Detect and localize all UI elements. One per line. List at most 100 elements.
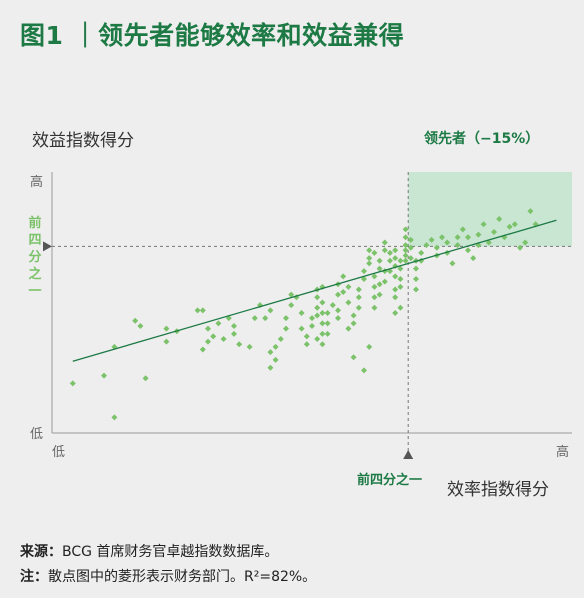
data-point	[392, 294, 399, 301]
data-point	[361, 276, 367, 283]
data-point	[231, 330, 237, 337]
note-label: 注：	[20, 569, 48, 585]
data-point	[433, 244, 440, 251]
data-point	[309, 315, 315, 322]
data-point	[402, 226, 409, 233]
data-point	[506, 223, 513, 230]
trend-line	[72, 219, 557, 362]
data-point	[324, 330, 331, 337]
data-point	[314, 336, 321, 343]
data-point	[314, 304, 321, 311]
data-point	[236, 341, 243, 348]
data-point	[491, 229, 497, 236]
data-point	[220, 336, 227, 343]
data-point	[277, 336, 284, 343]
data-point	[371, 273, 378, 280]
data-point	[272, 356, 279, 363]
data-point	[194, 307, 201, 314]
data-point	[387, 257, 393, 264]
data-point	[101, 372, 107, 379]
data-point	[371, 304, 378, 311]
data-point	[454, 242, 461, 249]
data-point	[423, 242, 430, 249]
data-point	[355, 286, 362, 293]
data-point	[381, 239, 388, 246]
data-point	[340, 273, 347, 280]
data-point	[361, 268, 367, 275]
data-point	[319, 341, 326, 348]
data-point	[111, 414, 118, 421]
data-point	[402, 257, 409, 264]
data-point	[345, 283, 352, 290]
x-tick-high: 高	[556, 445, 570, 460]
data-point	[402, 247, 409, 254]
data-point	[205, 325, 211, 332]
quartile-y-marker	[43, 241, 52, 252]
data-point	[246, 343, 253, 350]
data-point	[199, 307, 206, 314]
data-point	[465, 247, 471, 254]
data-point	[319, 299, 326, 306]
data-point	[371, 283, 378, 290]
data-point	[335, 291, 341, 298]
data-point	[465, 234, 471, 241]
data-point	[392, 309, 399, 316]
data-point	[496, 215, 503, 222]
data-point	[413, 276, 419, 283]
data-point	[303, 333, 310, 340]
data-point	[397, 283, 404, 290]
data-point	[163, 325, 170, 332]
data-point	[517, 244, 523, 251]
x-tick-low: 低	[52, 445, 66, 460]
source-text: BCG 首席财务官卓越指数数据库。	[62, 544, 279, 560]
y-axis-label: 效益指数得分	[32, 131, 134, 151]
data-point	[376, 257, 383, 264]
data-point	[262, 315, 269, 322]
data-point	[413, 265, 419, 272]
data-point	[350, 312, 357, 319]
data-point	[319, 330, 326, 337]
quartile-x-label: 前四分之一	[357, 473, 423, 488]
source-note: 来源：BCG 首席财务官卓越指数数据库。	[20, 541, 278, 561]
data-point	[350, 320, 357, 327]
data-point	[475, 231, 482, 238]
data-point	[397, 276, 404, 283]
data-point	[350, 354, 357, 361]
data-point	[267, 349, 274, 356]
leader-label: 领先者（−15%）	[424, 131, 540, 147]
data-point	[387, 249, 393, 256]
data-point	[444, 239, 451, 246]
data-point	[366, 247, 373, 254]
data-point	[470, 255, 477, 262]
data-point	[355, 304, 362, 311]
data-point	[303, 341, 310, 348]
data-point	[527, 208, 534, 215]
data-point	[376, 265, 383, 272]
data-point	[376, 281, 383, 288]
data-point	[413, 286, 419, 293]
data-point	[371, 294, 378, 301]
data-point	[402, 252, 409, 259]
data-point	[314, 294, 321, 301]
data-point	[288, 291, 295, 298]
data-point	[407, 244, 414, 251]
chart-title: 图1 ｜领先者能够效率和效益兼得	[20, 21, 405, 50]
data-point	[355, 294, 362, 301]
data-point	[283, 325, 289, 332]
data-point	[298, 325, 305, 332]
data-point	[366, 260, 373, 267]
data-point	[267, 364, 274, 371]
data-point	[480, 221, 487, 228]
data-point	[267, 307, 274, 314]
data-point	[199, 346, 206, 353]
y-tick-high: 高	[30, 175, 44, 190]
data-point	[345, 299, 352, 306]
data-point	[381, 247, 388, 254]
quartile-y-label: 前四分之一	[28, 216, 42, 299]
leader-area	[408, 172, 572, 247]
data-point	[69, 380, 76, 387]
data-point	[324, 320, 331, 327]
data-point	[132, 317, 139, 324]
data-point	[397, 257, 404, 264]
data-point	[392, 286, 399, 293]
